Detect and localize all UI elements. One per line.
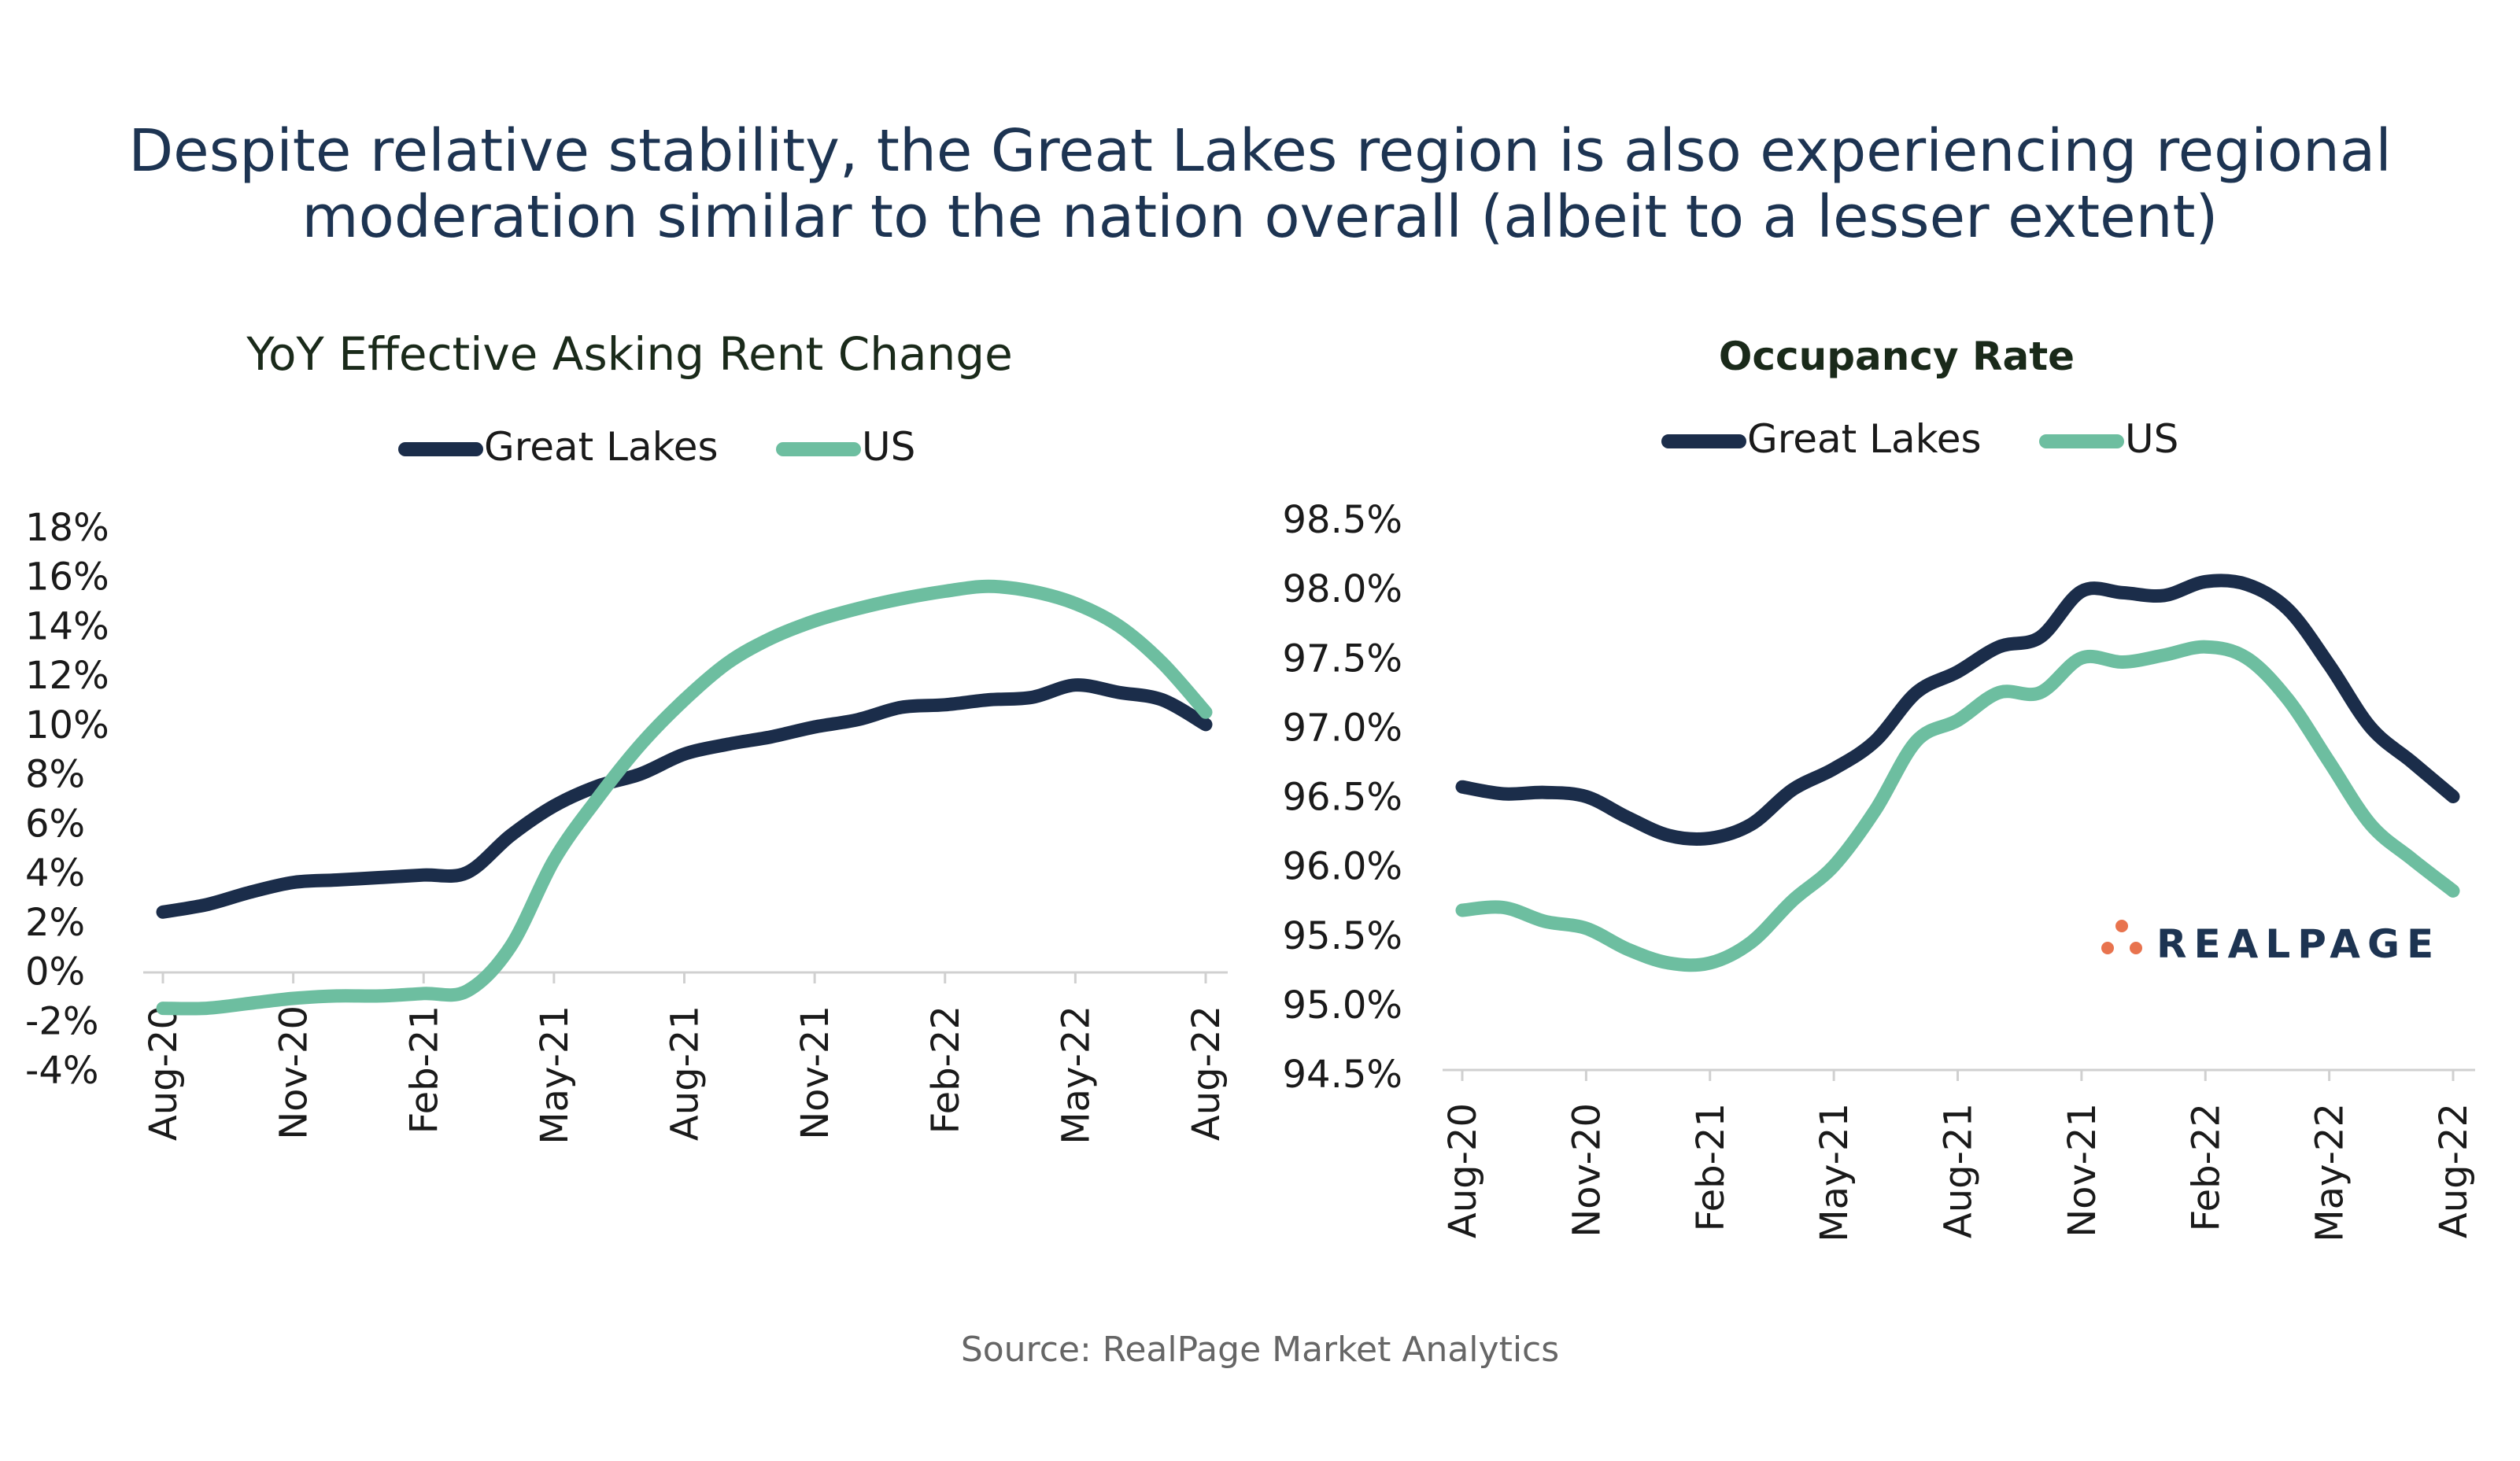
occ-y-tick-label: 98.5% (1283, 498, 1402, 542)
rent-x-tick-label: Aug-20 (142, 1005, 186, 1141)
rent-change-chart: YoY Effective Asking Rent Change Great La… (25, 327, 1229, 1145)
logo-wordmark: REALPAGE (2156, 921, 2441, 967)
rent-x-tick-label: May-22 (1054, 1005, 1098, 1145)
occ-x-tick-label: Aug-22 (2432, 1103, 2476, 1238)
occ-series-line-us (1455, 640, 2460, 972)
occ-legend-label-us: US (2125, 416, 2178, 462)
rent-x-tick-label: Feb-21 (402, 1005, 446, 1134)
occ-y-tick-label: 98.0% (1283, 567, 1402, 611)
headline: Despite relative stability, the Great La… (0, 118, 2520, 250)
rent-y-tick-label: 10% (25, 703, 109, 747)
occ-y-tick-label: 94.5% (1283, 1053, 1402, 1097)
rent-series-line-great-lakes (156, 678, 1213, 919)
occ-series-line-great-lakes (1455, 574, 2460, 846)
headline-line-1: Despite relative stability, the Great La… (128, 117, 2392, 185)
occ-y-tick-label: 96.5% (1283, 776, 1402, 820)
rent-x-tick-label: Nov-20 (272, 1005, 316, 1140)
occ-x-tick-label: May-22 (2308, 1103, 2352, 1242)
rent-y-tick-label: 16% (25, 555, 109, 600)
rent-x-tick-label: May-21 (533, 1005, 577, 1145)
rent-y-tick-label: -4% (25, 1049, 98, 1093)
occ-x-tick-label: Aug-21 (1937, 1103, 1981, 1238)
source-note: Source: RealPage Market Analytics (960, 1330, 1560, 1370)
occ-x-tick-label: Feb-21 (1689, 1103, 1733, 1231)
occ-y-tick-label: 97.0% (1283, 706, 1402, 750)
occ-x-tick-label: Aug-20 (1441, 1103, 1485, 1238)
realpage-logo: REALPAGE (2101, 920, 2441, 967)
occ-x-tick-label: Feb-22 (2184, 1103, 2228, 1231)
occ-chart-title: Occupancy Rate (1719, 334, 2075, 379)
rent-series-line-us (156, 579, 1213, 1016)
rent-y-tick-label: 8% (25, 753, 85, 797)
rent-y-tick-label: 14% (25, 604, 109, 648)
rent-x-tick-label: Feb-22 (924, 1005, 968, 1134)
occ-x-tick-label: Nov-20 (1565, 1103, 1609, 1238)
headline-line-2: moderation similar to the nation overall… (301, 183, 2219, 251)
rent-chart-title: YoY Effective Asking Rent Change (246, 327, 1013, 381)
rent-legend-label-great-lakes: Great Lakes (484, 424, 719, 470)
occ-legend-label-great-lakes: Great Lakes (1747, 416, 1982, 462)
logo-dot (2101, 942, 2114, 954)
occ-y-tick-label: 95.0% (1283, 983, 1402, 1027)
occ-x-tick-label: Nov-21 (2060, 1103, 2104, 1238)
rent-y-tick-label: 18% (25, 506, 109, 550)
logo-dot (2130, 942, 2142, 954)
rent-y-tick-label: 2% (25, 901, 85, 945)
occ-x-tick-label: May-21 (1812, 1103, 1857, 1242)
rent-legend-label-us: US (862, 424, 915, 470)
rent-y-tick-label: 0% (25, 950, 85, 994)
rent-x-tick-label: Aug-22 (1184, 1005, 1229, 1141)
rent-y-tick-label: 4% (25, 851, 85, 895)
rent-y-tick-label: 12% (25, 654, 109, 698)
rent-x-tick-label: Nov-21 (793, 1005, 837, 1140)
occ-y-tick-label: 95.5% (1283, 914, 1402, 958)
rent-y-tick-label: -2% (25, 999, 98, 1043)
rent-x-tick-label: Aug-21 (663, 1005, 708, 1141)
occ-y-tick-label: 97.5% (1283, 636, 1402, 681)
rent-y-tick-label: 6% (25, 802, 85, 846)
occ-y-tick-label: 96.0% (1283, 845, 1402, 889)
logo-dot (2115, 920, 2128, 932)
occupancy-chart: Occupancy Rate Great Lakes US 98.5% 98.0% 97.… (1283, 334, 2476, 1242)
